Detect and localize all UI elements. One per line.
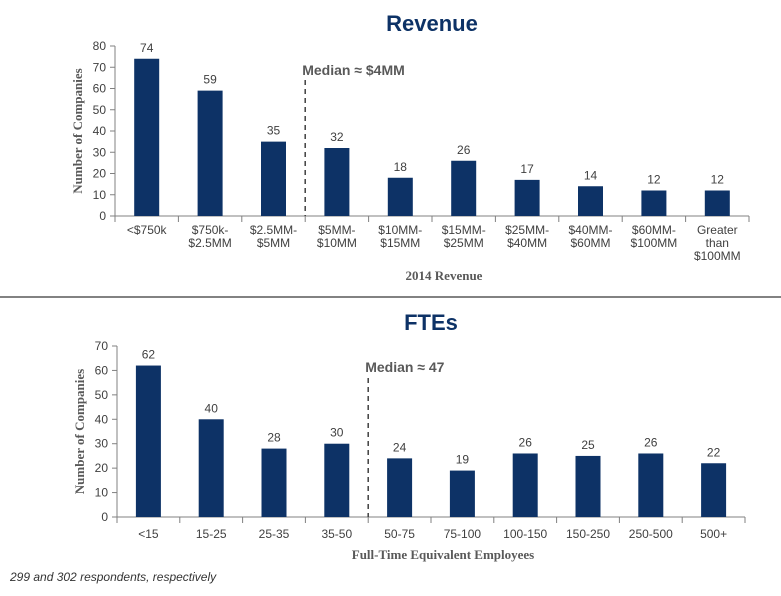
revenue-y-tick-label: 70 xyxy=(93,60,107,74)
ftes-y-tick-label: 0 xyxy=(101,510,108,524)
revenue-data-label: 26 xyxy=(457,143,471,157)
revenue-y-tick-label: 0 xyxy=(99,209,106,223)
revenue-bar-15mm-25mm xyxy=(451,160,477,216)
ftes-data-label: 19 xyxy=(456,453,470,467)
ftes-x-tick-label: 50-75 xyxy=(384,527,415,541)
revenue-x-tick-label: Greater than $100MM xyxy=(694,223,741,263)
revenue-bar-60mm-100mm xyxy=(641,190,667,216)
revenue-x-tick-label: $60MM-$100MM xyxy=(631,223,678,250)
revenue-x-tick-label: $10MM-$15MM xyxy=(378,223,422,250)
revenue-x-tick-label: <$750k xyxy=(127,223,168,237)
ftes-data-label: 30 xyxy=(330,426,344,440)
revenue-data-label: 12 xyxy=(647,173,661,187)
revenue-y-tick-label: 50 xyxy=(93,103,107,117)
revenue-y-tick-label: 80 xyxy=(93,39,107,53)
revenue-median-label: Median ≈ $4MM xyxy=(302,62,405,78)
ftes-chart: FTEs 0 10 20 30 40 50 60 70 62 <15 40 15-25 28 25-35 30… xyxy=(72,310,746,562)
revenue-bar-5mm-10mm xyxy=(324,148,350,216)
ftes-y-tick-label: 20 xyxy=(95,461,109,475)
footnote: 299 and 302 respondents, respectively xyxy=(10,570,217,584)
ftes-data-label: 26 xyxy=(644,435,658,449)
ftes-x-tick-label: 100-150 xyxy=(503,527,547,541)
ftes-y-tick-label: 60 xyxy=(95,363,109,377)
revenue-x-tick-label: $2.5MM-$5MM xyxy=(250,223,297,250)
ftes-data-label: 26 xyxy=(519,435,533,449)
ftes-bar-75-100 xyxy=(449,470,475,517)
revenue-bar-25mm-40mm xyxy=(514,179,540,216)
revenue-bar-750k xyxy=(134,58,160,216)
revenue-data-label: 59 xyxy=(203,73,217,87)
revenue-bar-2-5mm-5mm xyxy=(261,141,286,216)
ftes-bar-35-50 xyxy=(324,443,350,517)
revenue-bar-10mm-15mm xyxy=(387,177,413,216)
revenue-x-tick-label: $750k-$2.5MM xyxy=(188,223,231,250)
ftes-y-axis-title: Number of Companies xyxy=(72,369,87,494)
ftes-x-tick-label: 25-35 xyxy=(259,527,290,541)
ftes-x-tick-label: 75-100 xyxy=(444,527,482,541)
ftes-bar-500 xyxy=(701,463,727,517)
revenue-y-tick-label: 30 xyxy=(93,145,107,159)
ftes-bar-150-250 xyxy=(575,455,601,517)
ftes-bar-100-150 xyxy=(512,453,538,517)
revenue-y-tick-label: 10 xyxy=(93,188,107,202)
revenue-data-label: 32 xyxy=(330,130,344,144)
ftes-x-tick-label: 35-50 xyxy=(321,527,352,541)
ftes-x-axis-title: Full-Time Equivalent Employees xyxy=(352,547,535,562)
ftes-bar-50-75 xyxy=(387,458,413,517)
revenue-data-label: 17 xyxy=(520,162,534,176)
ftes-x-tick-label: 500+ xyxy=(700,527,727,541)
ftes-x-tick-label: 250-500 xyxy=(629,527,673,541)
revenue-bar-greater-than-100mm xyxy=(704,190,730,216)
ftes-data-label: 25 xyxy=(581,438,595,452)
revenue-data-label: 35 xyxy=(267,124,281,138)
ftes-data-label: 62 xyxy=(142,348,156,362)
revenue-data-label: 14 xyxy=(584,168,598,182)
ftes-data-label: 22 xyxy=(707,445,721,459)
ftes-data-label: 40 xyxy=(205,401,219,415)
revenue-y-tick-label: 20 xyxy=(93,167,107,181)
ftes-median-label: Median ≈ 47 xyxy=(365,359,444,375)
ftes-bar-15-25 xyxy=(198,419,224,517)
revenue-x-axis-title: 2014 Revenue xyxy=(406,268,483,283)
revenue-x-tick-label: $25MM-$40MM xyxy=(505,223,549,250)
ftes-bar-15 xyxy=(135,365,161,517)
revenue-chart-title: Revenue xyxy=(386,11,478,36)
ftes-y-tick-label: 30 xyxy=(95,437,109,451)
revenue-y-tick-label: 40 xyxy=(93,124,107,138)
ftes-x-tick-label: <15 xyxy=(138,527,159,541)
ftes-y-tick-label: 40 xyxy=(95,412,109,426)
revenue-x-tick-label: $15MM-$25MM xyxy=(442,223,486,250)
revenue-data-label: 18 xyxy=(394,160,408,174)
ftes-y-tick-label: 50 xyxy=(95,388,109,402)
ftes-y-tick-label: 70 xyxy=(95,339,109,353)
revenue-x-tick-label: $5MM-$10MM xyxy=(317,223,357,250)
revenue-y-tick-label: 60 xyxy=(93,82,107,96)
revenue-data-label: 12 xyxy=(711,173,725,187)
revenue-bar-750k-2-5mm xyxy=(197,90,223,216)
ftes-y-tick-label: 10 xyxy=(95,486,109,500)
ftes-x-tick-label: 15-25 xyxy=(196,527,227,541)
ftes-bar-25-35 xyxy=(261,448,287,517)
ftes-data-label: 28 xyxy=(267,431,281,445)
ftes-x-tick-label: 150-250 xyxy=(566,527,610,541)
ftes-chart-title: FTEs xyxy=(404,310,458,335)
revenue-data-label: 74 xyxy=(140,41,154,55)
revenue-y-axis-title: Number of Companies xyxy=(70,68,85,193)
revenue-x-tick-label: $40MM-$60MM xyxy=(568,223,612,250)
revenue-chart: Revenue 0 10 20 30 40 50 60 70 80 74 <$750k 59 $750k-… xyxy=(70,11,750,283)
revenue-bar-40mm-60mm xyxy=(578,186,603,216)
ftes-bar-250-500 xyxy=(638,453,664,517)
ftes-data-label: 24 xyxy=(393,440,407,454)
